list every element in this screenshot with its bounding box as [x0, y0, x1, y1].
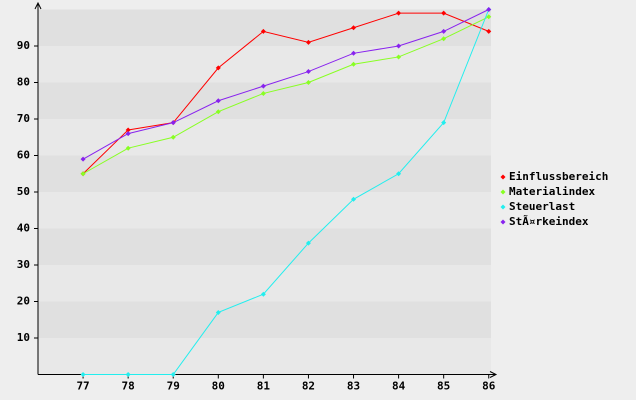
point — [396, 171, 402, 177]
point — [215, 98, 221, 104]
y-tick-label: 70 — [17, 112, 30, 125]
point — [486, 14, 492, 20]
point — [170, 134, 176, 140]
x-tick-label: 79 — [167, 380, 180, 393]
point — [215, 109, 221, 115]
x-tick-label: 82 — [302, 380, 315, 393]
x-axis-arrow — [489, 371, 498, 378]
point — [125, 372, 131, 377]
x-tick-label: 80 — [212, 380, 225, 393]
y-tick-label: 60 — [17, 149, 30, 162]
y-tick-label: 50 — [17, 185, 30, 198]
y-tick-label: 40 — [17, 222, 30, 235]
legend-label: StÃ¤rkeindex — [509, 215, 589, 228]
point — [441, 28, 447, 34]
point — [215, 309, 221, 315]
y-tick-label: 20 — [17, 295, 30, 308]
point — [80, 171, 86, 177]
y-axis-arrow — [34, 1, 42, 10]
legend-label: Steuerlast — [509, 200, 575, 213]
point — [396, 10, 402, 16]
series-line — [82, 12, 489, 175]
point — [260, 83, 266, 89]
x-tick-label: 86 — [482, 380, 496, 393]
legend-swatch — [500, 204, 506, 210]
point — [305, 39, 311, 45]
point — [441, 10, 447, 16]
series-line — [82, 9, 489, 160]
point — [441, 36, 447, 42]
point — [260, 28, 266, 34]
point — [305, 69, 311, 75]
legend-swatch — [500, 219, 506, 225]
grid-band — [38, 301, 491, 338]
y-tick-label: 90 — [17, 39, 30, 52]
point — [351, 196, 357, 202]
x-tick-label: 85 — [437, 380, 450, 393]
point — [396, 54, 402, 60]
point — [80, 372, 86, 377]
point — [170, 372, 176, 377]
series-line — [83, 9, 490, 375]
x-tick-label: 84 — [392, 380, 406, 393]
y-tick-label: 10 — [17, 331, 30, 344]
y-tick-label: 30 — [17, 258, 30, 271]
y-tick-label: 80 — [17, 76, 30, 89]
point — [80, 156, 86, 162]
legend-swatch — [500, 189, 506, 195]
point — [260, 90, 266, 96]
point — [486, 28, 492, 34]
legend-label: Materialindex — [509, 185, 595, 198]
point — [125, 127, 131, 133]
point — [125, 145, 131, 151]
x-tick-label: 81 — [257, 380, 271, 393]
point — [441, 120, 447, 126]
point — [125, 131, 131, 137]
point — [170, 120, 176, 126]
grid-band — [38, 9, 491, 46]
x-tick-label: 78 — [122, 380, 135, 393]
point — [351, 25, 357, 31]
grid-band — [38, 82, 491, 119]
point — [305, 240, 311, 246]
legend-label: Einflussbereich — [509, 170, 608, 183]
grid-band — [38, 155, 491, 192]
legend-swatch — [500, 174, 506, 180]
point — [351, 61, 357, 67]
point — [305, 80, 311, 85]
point — [396, 43, 402, 49]
series-line — [82, 16, 489, 175]
x-tick-label: 83 — [347, 380, 360, 393]
point — [486, 7, 492, 12]
x-tick-label: 77 — [76, 380, 89, 393]
point — [351, 50, 357, 56]
point — [215, 65, 221, 71]
grid-band — [38, 228, 491, 265]
point — [260, 291, 266, 297]
